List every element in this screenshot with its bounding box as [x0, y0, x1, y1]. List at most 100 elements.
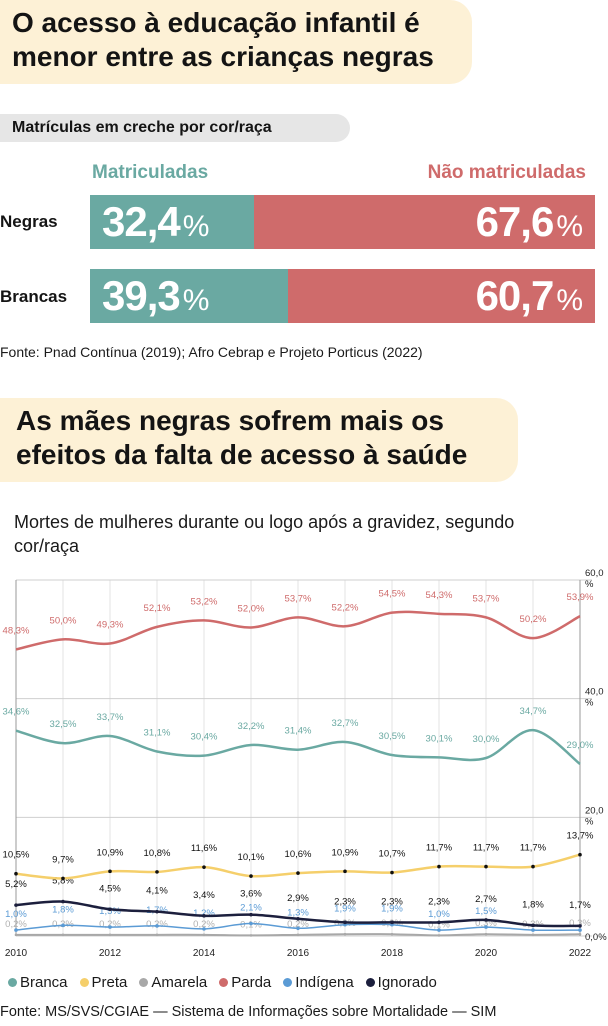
data-label-ignorado: 5,2%	[5, 879, 27, 890]
data-point-ignorado	[343, 920, 347, 925]
chart-title: Mortes de mulheres durante ou logo após …	[14, 512, 515, 556]
data-label-indgena: 1,5%	[475, 906, 497, 917]
data-label-parda: 49,3%	[97, 619, 124, 630]
legend-label: Preta	[91, 974, 128, 991]
data-point-ignorado	[578, 924, 582, 928]
data-point-ignorado	[202, 914, 206, 918]
data-label-preta: 10,6%	[285, 849, 312, 860]
data-label-parda: 52,0%	[238, 603, 265, 614]
data-point-amarela	[578, 932, 582, 936]
data-label-preta: 10,5%	[3, 850, 30, 861]
data-label-branca: 33,7%	[97, 712, 124, 723]
y-tick-label: 20,0%	[585, 805, 604, 827]
data-point-amarela	[61, 933, 65, 937]
data-label-branca: 30,1%	[426, 733, 453, 744]
data-point-ignorado	[437, 920, 441, 925]
data-label-preta: 11,7%	[473, 843, 500, 854]
data-label-branca: 29,0%	[567, 740, 594, 751]
data-label-parda: 54,3%	[426, 590, 453, 601]
data-point-amarela	[249, 934, 253, 937]
data-label-ignorado: 1,7%	[569, 900, 591, 911]
data-label-preta: 10,9%	[97, 847, 124, 858]
x-tick-label: 2016	[287, 948, 310, 959]
data-point-preta	[343, 869, 347, 874]
value-brancas-not-enrolled: 60,7	[475, 272, 555, 319]
data-label-preta: 10,8%	[144, 848, 171, 859]
data-point-amarela	[202, 933, 206, 937]
data-point-indgena	[484, 925, 488, 929]
data-point-preta	[437, 864, 441, 869]
data-label-ignorado: 1,8%	[522, 899, 544, 910]
data-point-indgena	[578, 928, 582, 932]
legend-dot	[139, 978, 149, 987]
data-label-branca: 31,4%	[285, 726, 312, 737]
data-label-ignorado: 2,3%	[381, 896, 403, 907]
data-label-ignorado: 2,3%	[428, 896, 450, 907]
data-label-parda: 50,2%	[520, 614, 547, 625]
pct-sign: %	[182, 284, 210, 317]
data-point-ignorado	[531, 923, 535, 928]
x-tick-label: 2014	[193, 948, 216, 959]
data-label-branca: 32,2%	[238, 721, 265, 732]
data-point-amarela	[390, 932, 394, 936]
data-label-preta: 10,1%	[238, 852, 265, 863]
data-point-preta	[249, 874, 253, 878]
data-label-parda: 48,3%	[3, 625, 30, 636]
data-label-parda: 53,7%	[473, 593, 500, 604]
data-point-ignorado	[61, 899, 65, 904]
x-tick-label: 2010	[5, 948, 28, 959]
pct-sign: %	[556, 210, 583, 243]
data-point-ignorado	[296, 916, 300, 921]
data-point-preta	[155, 870, 159, 874]
subtitle-enrollment: Matrículas em creche por cor/raça	[0, 114, 350, 142]
data-label-ignorado: 2,7%	[475, 894, 497, 905]
legend-dot	[283, 978, 293, 987]
data-label-indgena: 1,5%	[99, 906, 121, 917]
data-label-ignorado: 2,3%	[334, 896, 356, 907]
data-label-amarela: 0,2%	[193, 919, 215, 930]
legend-dot	[8, 978, 17, 987]
bar-negras-enrolled: 32,4%	[90, 195, 254, 249]
data-label-branca: 30,4%	[191, 732, 218, 743]
data-label-branca: 30,5%	[379, 731, 406, 742]
data-point-indgena	[14, 928, 18, 932]
data-label-ignorado: 5,8%	[52, 876, 74, 887]
legend-label: Branca	[20, 974, 68, 991]
x-tick-label: 2022	[569, 948, 592, 959]
data-point-amarela	[531, 933, 535, 937]
legend-dot	[365, 978, 375, 987]
y-tick-label: 0,0%	[585, 932, 607, 943]
data-label-parda: 53,7%	[285, 593, 312, 604]
data-label-amarela: 0,3%	[475, 918, 497, 929]
data-label-preta: 10,9%	[332, 847, 359, 858]
data-label-parda: 53,2%	[191, 596, 218, 607]
legend-dot	[79, 978, 89, 987]
data-point-preta	[531, 864, 535, 869]
data-label-indgena: 1,8%	[52, 904, 74, 915]
data-label-ignorado: 4,5%	[99, 883, 121, 894]
data-label-ignorado: 3,6%	[240, 889, 262, 900]
data-point-preta	[578, 852, 582, 857]
data-point-amarela	[108, 933, 112, 937]
data-point-indgena	[296, 926, 300, 931]
data-label-ignorado: 4,1%	[146, 886, 168, 897]
legend-item: Branca	[8, 974, 68, 991]
data-point-preta	[14, 871, 18, 876]
data-point-indgena	[437, 928, 441, 932]
data-label-branca: 30,0%	[473, 734, 500, 745]
data-label-amarela: 0,1%	[428, 919, 450, 930]
legend-label: Parda	[231, 974, 272, 991]
series-line-parda	[15, 610, 581, 651]
data-point-amarela	[484, 932, 488, 936]
value-brancas-enrolled: 39,3	[102, 272, 181, 319]
source-health: Fonte: MS/SVS/CGIAE — Sistema de Informa…	[0, 1004, 497, 1020]
data-label-amarela: 0,2%	[99, 919, 121, 930]
legend-item: Preta	[79, 974, 128, 991]
value-negras-not-enrolled: 67,6	[475, 198, 555, 245]
legend-item: Indígena	[283, 974, 354, 991]
bar-brancas-not-enrolled: 60,7%	[288, 269, 595, 323]
pct-sign: %	[182, 210, 210, 243]
data-label-parda: 52,1%	[144, 603, 171, 614]
data-point-ignorado	[155, 909, 159, 914]
data-label-preta: 9,7%	[52, 854, 74, 865]
